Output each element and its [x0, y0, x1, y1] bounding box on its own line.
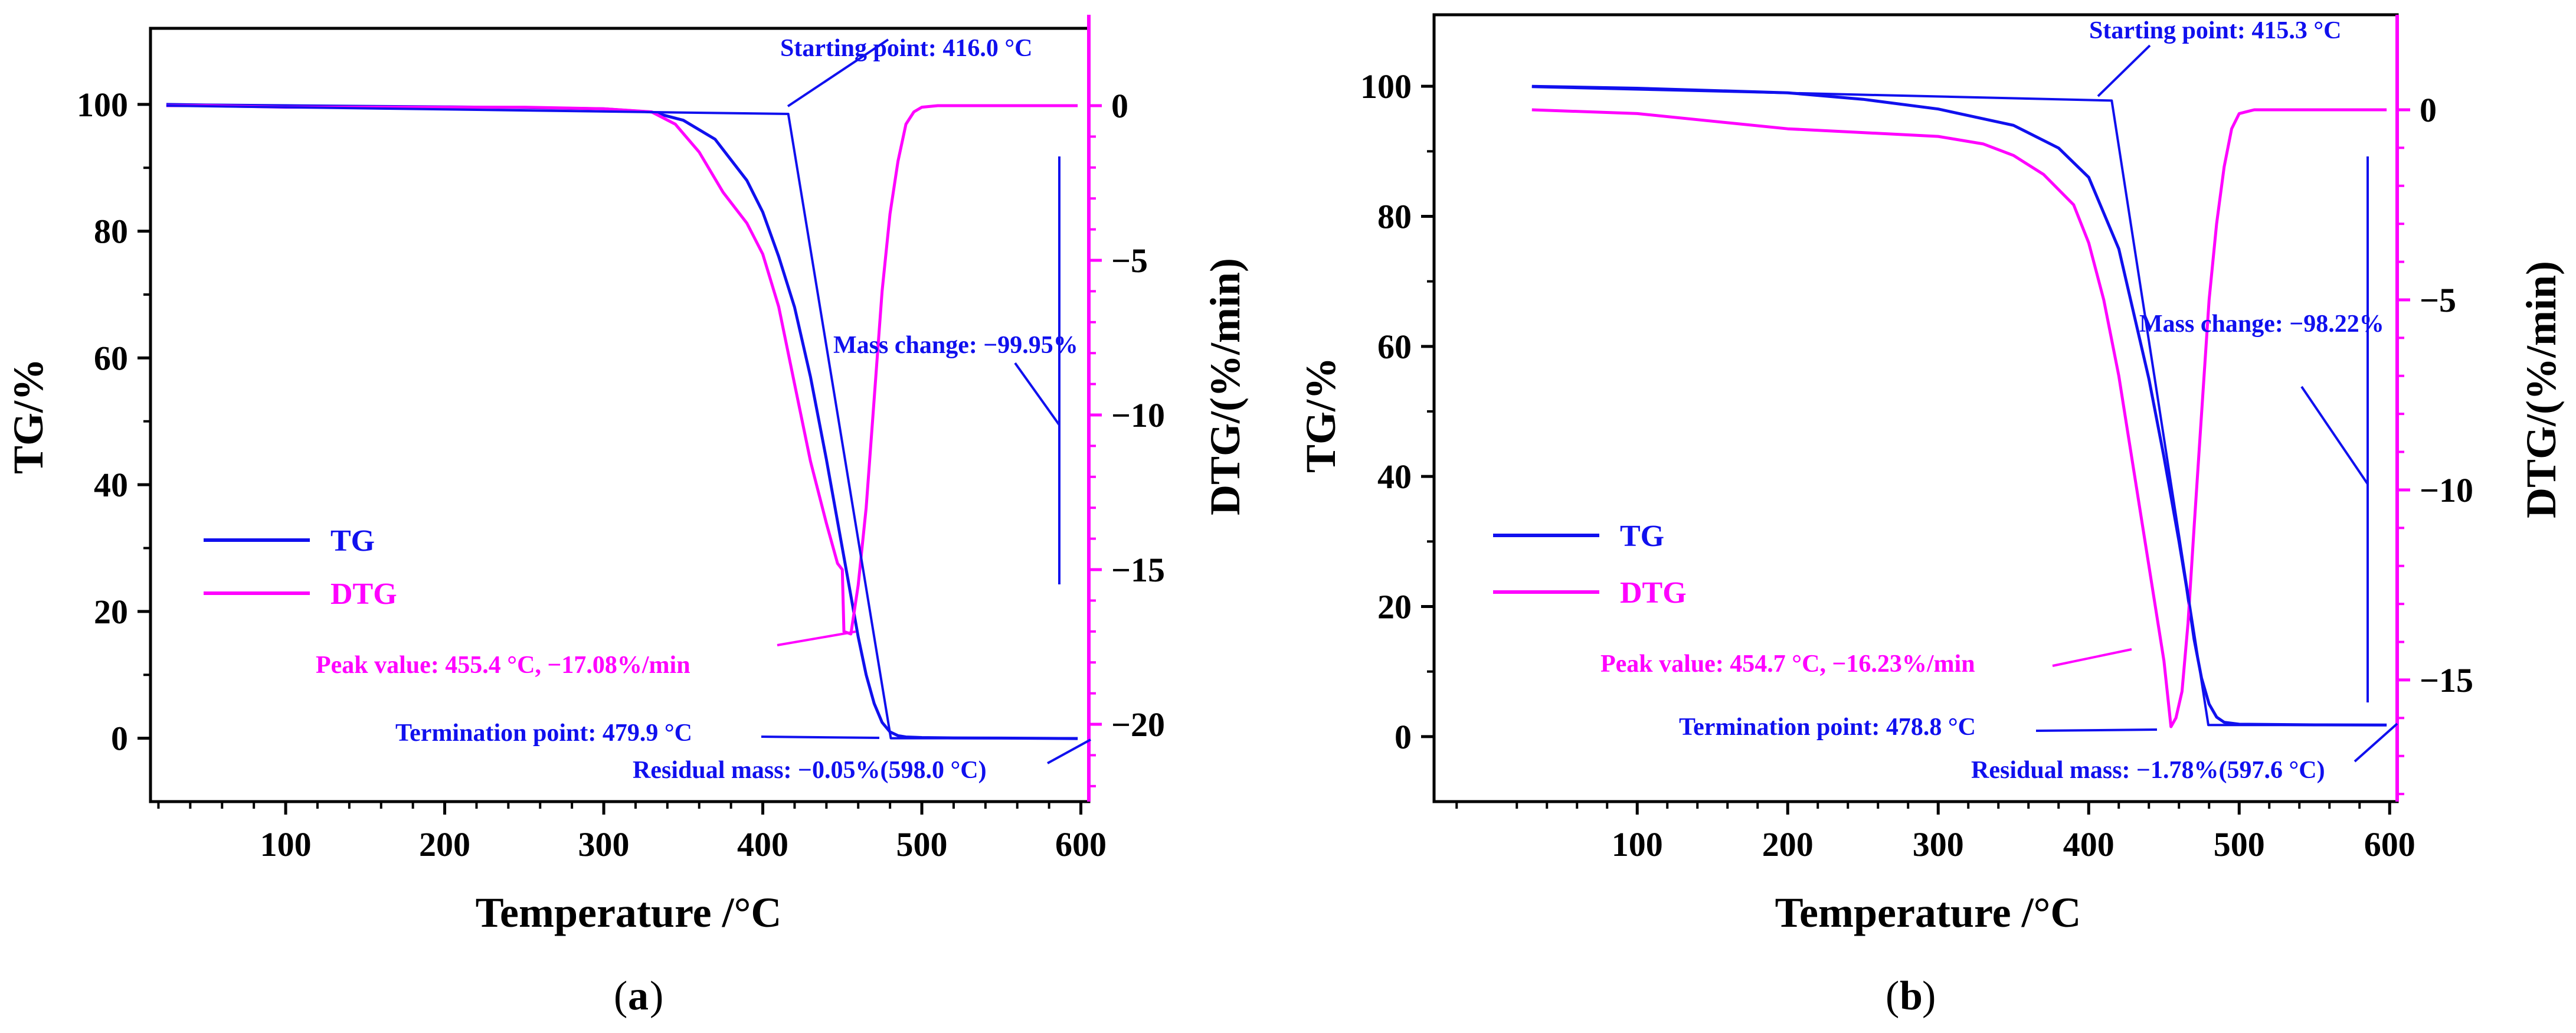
legend-dtg-label: DTG [330, 577, 397, 611]
residual-label: Residual mass: −1.78%(597.6 °C) [1971, 757, 2325, 784]
series-dtg-line [166, 104, 1078, 636]
y2-tick-label: −5 [2420, 281, 2456, 319]
legend-tg-label: TG [1620, 519, 1664, 553]
y-tick-label: 40 [94, 466, 128, 504]
residual-label: Residual mass: −0.05%(598.0 °C) [633, 757, 987, 784]
y-tick-label: 0 [111, 720, 128, 758]
x-tick-label: 300 [578, 825, 630, 864]
panel-b-legend: TG DTG [1493, 519, 1687, 610]
termination-label: Termination point: 478.8 °C [1679, 714, 1976, 741]
panel-a-caption-close: ) [650, 973, 663, 1019]
panel-a-y2-title: DTG/(%/min) [1202, 258, 1249, 515]
y-tick-label: 100 [1360, 67, 1412, 106]
series-dtg-line [1531, 108, 2387, 728]
x-tick-label: 400 [737, 825, 788, 864]
y2-tick-label: −5 [1111, 241, 1148, 280]
panel-b-curves [1531, 84, 2387, 728]
series-tg-line [1531, 84, 2387, 727]
y2-tick-label: −15 [1111, 551, 1165, 589]
panel-b-ticks: 100 200 300 400 500 600 0 20 40 60 80 100 0 −5 −10 −15 [1360, 67, 2473, 864]
start-arrow [787, 38, 889, 107]
x-tick-label: 100 [260, 825, 312, 864]
panel-b: 100 200 300 400 500 6000204060801000−5−10−15 … [1297, 13, 2565, 1019]
panel-a-frame [149, 27, 1091, 803]
panel-a-x-title: Temperature /°C [476, 889, 782, 936]
y-tick-label: 20 [1377, 588, 1412, 626]
mass-change-pointer [1014, 362, 1060, 426]
panel-a-curves [166, 103, 1078, 740]
legend-dtg-label: DTG [1620, 576, 1687, 610]
y-tick-label: 100 [77, 86, 128, 124]
peak-pointer [2052, 648, 2132, 667]
residual-pointer [2354, 723, 2398, 763]
mass-change-label: Mass change: −98.22% [2139, 310, 2384, 338]
termination-label: Termination point: 479.9 °C [395, 720, 692, 747]
panel-a-ticks: 100 200 300 400 500 600 0 20 40 60 80 100 0 −5 −10 −15 −… [77, 86, 1165, 864]
peak-label: Peak value: 455.4 °C, −17.08%/min [316, 652, 690, 679]
start-arrow [2097, 44, 2151, 97]
residual-pointer [1047, 738, 1091, 764]
y-tick-label: 20 [94, 593, 128, 631]
start-label: Starting point: 415.3 °C [2089, 17, 2342, 44]
series-tg-line [166, 103, 1078, 740]
y-tick-label: 0 [1395, 718, 1412, 756]
termination-pointer [761, 735, 880, 739]
mass-change-label: Mass change: −99.95% [833, 332, 1078, 359]
panel-a-y-title: TG/% [5, 358, 52, 474]
y2-tick-label: 0 [2420, 91, 2437, 129]
x-tick-label: 100 [1612, 825, 1663, 864]
y2-tick-label: −10 [1111, 396, 1165, 434]
y2-tick-label: −15 [2420, 661, 2473, 699]
x-tick-label: 300 [1913, 825, 1964, 864]
peak-label: Peak value: 454.7 °C, −16.23%/min [1600, 650, 1975, 678]
panel-a-annotations: Starting point: 416.0 °C Mass change: −9… [316, 35, 1091, 784]
y2-tick-label: 0 [1111, 87, 1128, 125]
y-tick-label: 80 [1377, 198, 1412, 236]
y2-tick-label: −20 [1111, 705, 1165, 744]
panel-a-caption: ( a ) [614, 973, 663, 1019]
panel-b-frame [1432, 13, 2399, 803]
x-tick-label: 500 [896, 825, 948, 864]
panel-a-legend: TG DTG [204, 524, 397, 611]
panel-a-caption-letter: a [628, 973, 649, 1019]
y2-tick-label: −10 [2420, 471, 2473, 509]
panel-a-caption-open: ( [614, 973, 627, 1019]
series-tangent-line [166, 104, 1078, 740]
start-label: Starting point: 416.0 °C [780, 35, 1033, 62]
series-tangent-line [1531, 86, 2387, 727]
panel-b-caption-close: ) [1922, 973, 1936, 1019]
x-tick-label: 600 [2364, 825, 2415, 864]
y-tick-label: 60 [94, 339, 128, 377]
panel-b-y2-title: DTG/(%/min) [2518, 261, 2565, 518]
panel-b-x-title: Temperature /°C [1775, 889, 2081, 936]
panel-b-y-title: TG/% [1297, 357, 1344, 473]
panel-b-annotations: Starting point: 415.3 °C Mass change: −9… [1600, 17, 2398, 784]
termination-pointer [2035, 728, 2158, 732]
y-tick-label: 60 [1377, 328, 1412, 366]
y-tick-label: 80 [94, 213, 128, 251]
panel-b-caption: ( b ) [1886, 973, 1936, 1019]
x-tick-label: 200 [1762, 825, 1814, 864]
x-tick-label: 400 [2063, 825, 2115, 864]
panel-b-caption-letter: b [1900, 973, 1923, 1019]
y-tick-label: 40 [1377, 457, 1412, 496]
x-tick-label: 500 [2214, 825, 2265, 864]
x-tick-label: 600 [1055, 825, 1107, 864]
peak-pointer [777, 630, 856, 646]
mass-change-pointer [2300, 385, 2369, 485]
x-tick-label: 200 [419, 825, 470, 864]
panel-a: 100 200 300 400 500 600 0 20 40 60 80 100 0 −5 −10 −15 −… [5, 15, 1249, 1019]
panel-b-caption-open: ( [1886, 973, 1899, 1019]
legend-tg-label: TG [330, 524, 375, 558]
